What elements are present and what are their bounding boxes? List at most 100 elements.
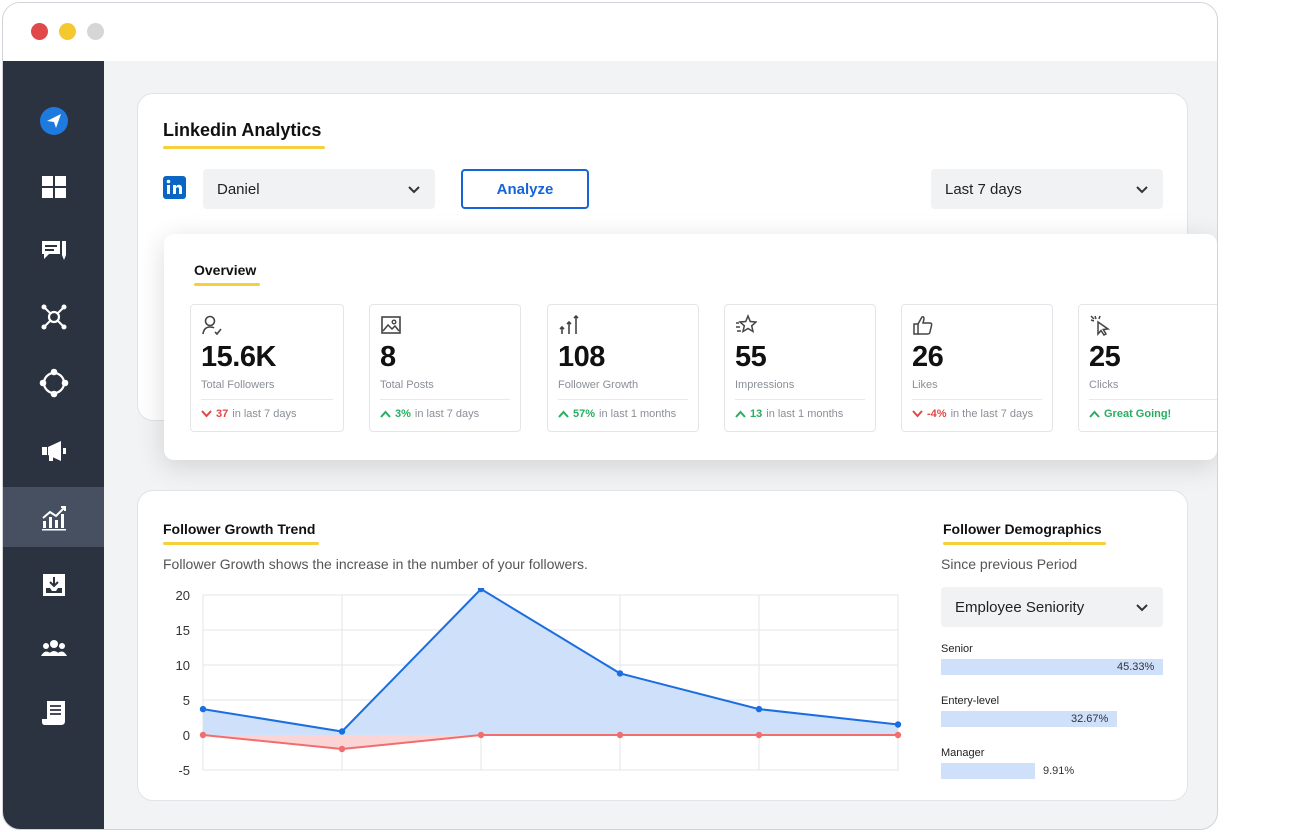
chevron-up-icon [1089,410,1100,418]
minimize-window-button[interactable] [59,23,76,40]
star-icon [736,314,757,334]
seniority-select-value: Employee Seniority [955,598,1085,616]
period-select[interactable]: Last 7 days [931,169,1163,209]
sidebar-item-engage[interactable] [3,221,104,281]
stat-change: 37 in last 7 days [201,408,296,420]
stat-value: 108 [558,341,605,373]
series-line-1 [202,588,899,733]
chevron-up-icon [735,410,746,418]
stat-label: Impressions [735,379,795,391]
data-point [894,731,902,739]
stat-change-period: in last 7 days [414,408,480,420]
stat-value: 25 [1089,341,1121,373]
trend-title: Follower Growth Trend [163,521,320,545]
series-line-2 [202,734,898,751]
seniority-select[interactable]: Employee Seniority [941,587,1163,627]
trend-description: Follower Growth shows the increase in th… [163,556,588,572]
stat-change: 13 in last 1 months [735,408,843,420]
demographic-label: Senior [941,643,973,655]
dashboard-icon [41,176,66,198]
stat-card-clicks: 25 Clicks Great Going! [1078,304,1217,432]
sidebar [3,61,104,829]
account-select-value: Daniel [217,180,260,198]
stat-change-value: Great Going! [1104,408,1172,420]
report-icon [41,701,65,725]
sidebar-item-reports[interactable] [3,683,104,743]
demographic-value: 45.33% [1117,661,1155,673]
stat-card-impressions: 55 Impressions 13 in last 1 months [724,304,876,432]
sidebar-item-dashboard[interactable] [3,157,104,217]
send-icon [39,107,68,135]
overview-title: Overview [194,262,261,286]
app-window: Linkedin Analytics Daniel Analyze Last 7… [2,2,1218,830]
sidebar-item-downloads[interactable] [3,555,104,615]
data-point [338,745,346,753]
data-point [199,705,207,713]
divider [735,399,865,400]
stat-change-value: 3% [395,408,411,420]
demographics-subtitle: Since previous Period [941,556,1078,572]
chevron-down-icon [1136,604,1148,612]
demographic-value: 9.91% [1043,765,1075,777]
overview-card: Overview 15.6K Total Followers 37 in las… [164,234,1217,460]
y-tick-label: 15 [176,623,190,638]
stat-change-period: in last 7 days [232,408,297,420]
team-icon [40,640,67,656]
demographic-bar [941,711,1117,727]
series-area-1 [203,589,898,735]
analyze-button[interactable]: Analyze [461,169,589,209]
data-point [894,721,902,728]
data-point [338,728,346,735]
series-area-2 [203,735,898,749]
sidebar-item-team[interactable] [3,619,104,679]
divider [912,399,1042,400]
stat-change: Great Going! [1089,408,1175,420]
account-select[interactable]: Daniel [203,169,435,209]
stat-change: 3% in last 7 days [380,408,479,420]
stat-card-growth: 108 Follower Growth 57% in last 1 months [547,304,699,432]
linkedin-icon [163,176,186,199]
period-select-value: Last 7 days [945,180,1022,198]
sidebar-item-network[interactable] [3,287,104,347]
page-title: Linkedin Analytics [163,120,326,149]
demographic-label: Entery-level [941,695,1000,707]
stat-label: Total Followers [201,379,275,391]
maximize-window-button[interactable] [87,23,104,40]
stat-change-value: 13 [750,408,763,420]
sidebar-item-integrations[interactable] [3,353,104,413]
y-tick-label: 0 [183,728,190,743]
y-tick-label: -5 [178,763,190,778]
demographic-value: 32.67% [1071,713,1109,725]
sidebar-item-campaigns[interactable] [3,421,104,481]
chevron-up-icon [380,410,391,418]
stat-card-likes: 26 Likes -4% in the last 7 days [901,304,1053,432]
follower-growth-chart: 20 15 10 5 0 -5 [176,588,902,778]
stat-card-followers: 15.6K Total Followers 37 in last 7 days [190,304,344,432]
trend-card: Follower Growth Trend Follower Growth sh… [137,490,1188,801]
title-bar [3,3,1217,61]
stat-change: 57% in last 1 months [558,408,676,420]
stat-change-value: 37 [216,408,229,420]
demographic-bar [941,763,1035,779]
demographic-bar [941,659,1163,675]
cursor-click-icon [1090,315,1111,336]
user-check-icon [202,315,222,336]
inbox-download-icon [42,574,65,596]
chevron-up-icon [558,410,569,418]
stat-change-value: -4% [927,408,947,420]
stat-value: 15.6K [201,341,276,373]
chevron-down-icon [1136,186,1148,194]
chevron-down-icon [201,410,212,418]
stat-change-value: 57% [573,408,596,420]
image-icon [381,316,401,334]
data-point [199,731,207,739]
stat-label: Total Posts [380,379,434,391]
sidebar-item-publish[interactable] [3,91,104,151]
divider [1089,399,1217,400]
close-window-button[interactable] [31,23,48,40]
divider [380,399,510,400]
stat-card-posts: 8 Total Posts 3% in last 7 days [369,304,521,432]
sidebar-item-analytics[interactable] [3,487,104,547]
data-point [616,731,624,739]
y-tick-label: 10 [176,658,190,673]
